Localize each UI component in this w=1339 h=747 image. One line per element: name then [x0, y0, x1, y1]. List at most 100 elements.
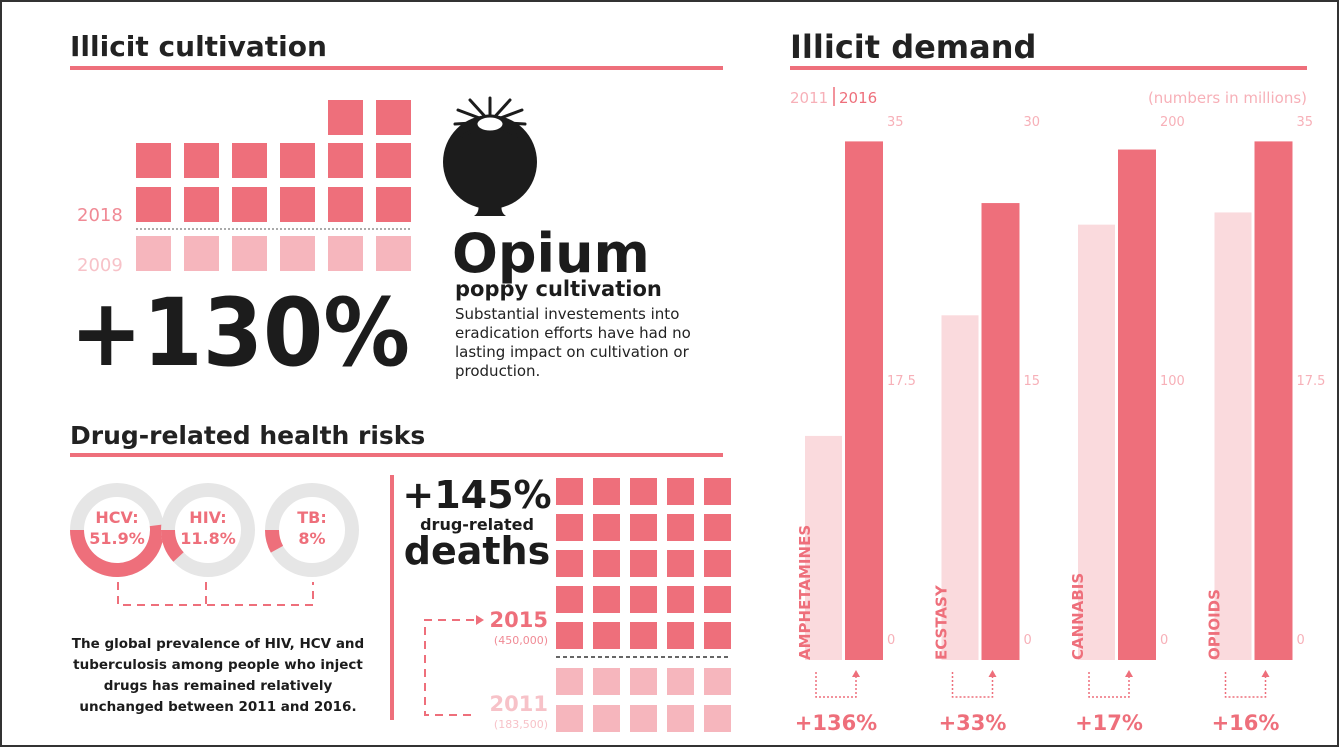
- category-label: AMPHETAMINES: [796, 525, 814, 660]
- y-tick-label: 0: [887, 633, 895, 648]
- square: [667, 586, 694, 613]
- change-label: +17%: [1075, 711, 1143, 735]
- square: [376, 100, 411, 135]
- description: eradication efforts have had no: [455, 324, 691, 342]
- year-label: 2009: [77, 255, 123, 276]
- square: [136, 143, 171, 178]
- square: [630, 705, 657, 732]
- y-tick-label: 35: [887, 115, 904, 130]
- square: [667, 668, 694, 695]
- description: Substantial investements into: [455, 305, 679, 323]
- square: [556, 550, 583, 577]
- square: [667, 550, 694, 577]
- square: [328, 100, 363, 135]
- section-title: Illicit demand: [790, 28, 1036, 66]
- bar: [1118, 150, 1156, 660]
- square: [630, 622, 657, 649]
- ring-arc: [272, 530, 277, 549]
- y-tick-label: 100: [1160, 374, 1185, 389]
- crop-subtitle: poppy cultivation: [455, 277, 662, 301]
- square: [704, 668, 731, 695]
- square: [667, 705, 694, 732]
- big-change: +130%: [70, 279, 410, 388]
- y-tick-label: 0: [1024, 633, 1032, 648]
- square: [630, 668, 657, 695]
- category-label: OPIOIDS: [1206, 589, 1224, 660]
- square: [136, 187, 171, 222]
- square: [667, 478, 694, 505]
- caption: tuberculosis among people who inject: [73, 657, 363, 673]
- deaths-change: +145%: [402, 473, 551, 517]
- square: [376, 236, 411, 271]
- square: [556, 586, 583, 613]
- square: [328, 143, 363, 178]
- ring-label: HCV:: [95, 508, 138, 527]
- section-title: Illicit cultivation: [70, 30, 327, 63]
- square: [376, 187, 411, 222]
- bar: [982, 203, 1020, 660]
- bar: [1255, 141, 1293, 660]
- caption: unchanged between 2011 and 2016.: [79, 699, 356, 715]
- square: [704, 514, 731, 541]
- unit-note: (numbers in millions): [1148, 89, 1307, 107]
- square: [593, 705, 620, 732]
- description: production.: [455, 362, 540, 380]
- square: [280, 187, 315, 222]
- square: [593, 622, 620, 649]
- square: [630, 550, 657, 577]
- year-label: 2011: [490, 692, 548, 716]
- square: [232, 143, 267, 178]
- change-label: +33%: [939, 711, 1007, 735]
- square: [232, 187, 267, 222]
- description: lasting impact on cultivation or: [455, 343, 690, 361]
- legend-label: 2011: [790, 89, 828, 107]
- legend-label: 2016: [839, 89, 877, 107]
- category-label: ECSTASY: [933, 584, 951, 660]
- square: [704, 622, 731, 649]
- square: [593, 478, 620, 505]
- ring-label: HIV:: [189, 508, 226, 527]
- square: [593, 550, 620, 577]
- year-count: (183,500): [494, 718, 548, 731]
- square: [593, 586, 620, 613]
- square: [704, 478, 731, 505]
- square: [667, 622, 694, 649]
- square: [704, 586, 731, 613]
- square: [184, 143, 219, 178]
- square: [376, 143, 411, 178]
- y-tick-label: 200: [1160, 115, 1185, 130]
- square: [328, 187, 363, 222]
- ring-label: TB:: [297, 508, 327, 527]
- deaths-noun: deaths: [404, 529, 550, 573]
- y-tick-label: 30: [1024, 115, 1041, 130]
- bar: [845, 141, 883, 660]
- ring-value: 51.9%: [89, 529, 145, 548]
- square: [328, 236, 363, 271]
- square: [630, 586, 657, 613]
- square: [556, 668, 583, 695]
- square: [556, 478, 583, 505]
- year-count: (450,000): [494, 634, 548, 647]
- square: [593, 514, 620, 541]
- square: [704, 550, 731, 577]
- square: [184, 187, 219, 222]
- square: [136, 236, 171, 271]
- square: [556, 622, 583, 649]
- square: [184, 236, 219, 271]
- caption: The global prevalence of HIV, HCV and: [72, 636, 364, 652]
- y-tick-label: 35: [1297, 115, 1314, 130]
- y-tick-label: 0: [1160, 633, 1168, 648]
- caption: drugs has remained relatively: [104, 678, 333, 694]
- ring-value: 8%: [298, 529, 325, 548]
- year-label: 2018: [77, 205, 123, 226]
- infographic: Illicit cultivation20182009+130%Opiumpop…: [0, 0, 1339, 747]
- y-tick-label: 17.5: [1297, 374, 1326, 389]
- square: [667, 514, 694, 541]
- square: [232, 236, 267, 271]
- square: [280, 236, 315, 271]
- ring-value: 11.8%: [180, 529, 236, 548]
- year-label: 2015: [490, 608, 548, 632]
- square: [704, 705, 731, 732]
- section-title: Drug-related health risks: [70, 421, 425, 450]
- square: [630, 478, 657, 505]
